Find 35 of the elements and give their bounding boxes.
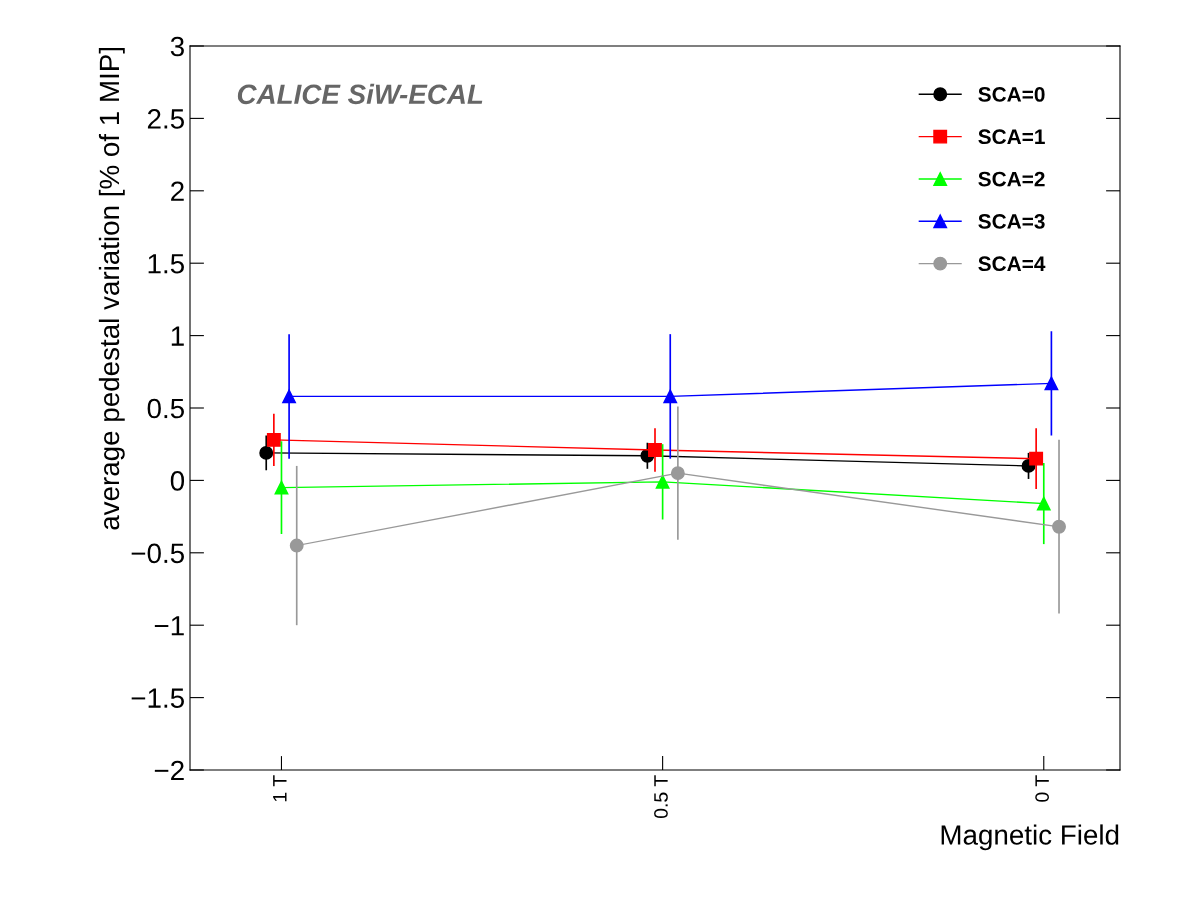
x-tick-label: 0.5 T <box>654 775 668 819</box>
annotation: CALICE SiW-ECAL <box>237 83 483 105</box>
x-axis-title: Magnetic Field <box>941 824 1119 851</box>
point <box>289 538 304 553</box>
y-tick-label: −0.5 <box>131 543 184 564</box>
point <box>1029 451 1044 466</box>
point <box>274 480 289 495</box>
y-tick-label: −2 <box>154 760 184 781</box>
y-tick-label: 2.5 <box>147 109 184 129</box>
point <box>670 466 685 481</box>
point <box>266 432 281 447</box>
y-tick-label: 0.5 <box>147 398 184 419</box>
point <box>259 445 274 460</box>
y-tick-label: 1.5 <box>148 254 184 274</box>
legend-label: SCA=0 <box>978 87 1045 102</box>
y-axis-title: average pedestal variation [% of 1 MIP] <box>98 47 125 530</box>
legend-label: SCA=3 <box>978 214 1045 229</box>
point <box>663 389 678 404</box>
y-tick-label: −1.5 <box>131 688 184 708</box>
x-tick-label: 1 T <box>273 775 287 802</box>
legend-label: SCA=2 <box>978 171 1045 187</box>
legend-label: SCA=4 <box>978 256 1046 272</box>
y-tick-label: 0 <box>170 471 185 491</box>
y-tick-label: −1 <box>154 616 184 636</box>
y-tick-label: 2 <box>171 181 184 201</box>
y-tick-label: 3 <box>170 36 184 57</box>
point <box>1036 496 1051 511</box>
point <box>655 474 670 489</box>
point <box>1052 519 1066 534</box>
legend-label: SCA=1 <box>978 129 1045 145</box>
point <box>282 389 297 404</box>
y-tick-label: 1 <box>171 326 184 346</box>
point <box>1044 376 1059 391</box>
point <box>648 443 662 457</box>
x-tick-label: 0 T <box>1035 775 1049 802</box>
